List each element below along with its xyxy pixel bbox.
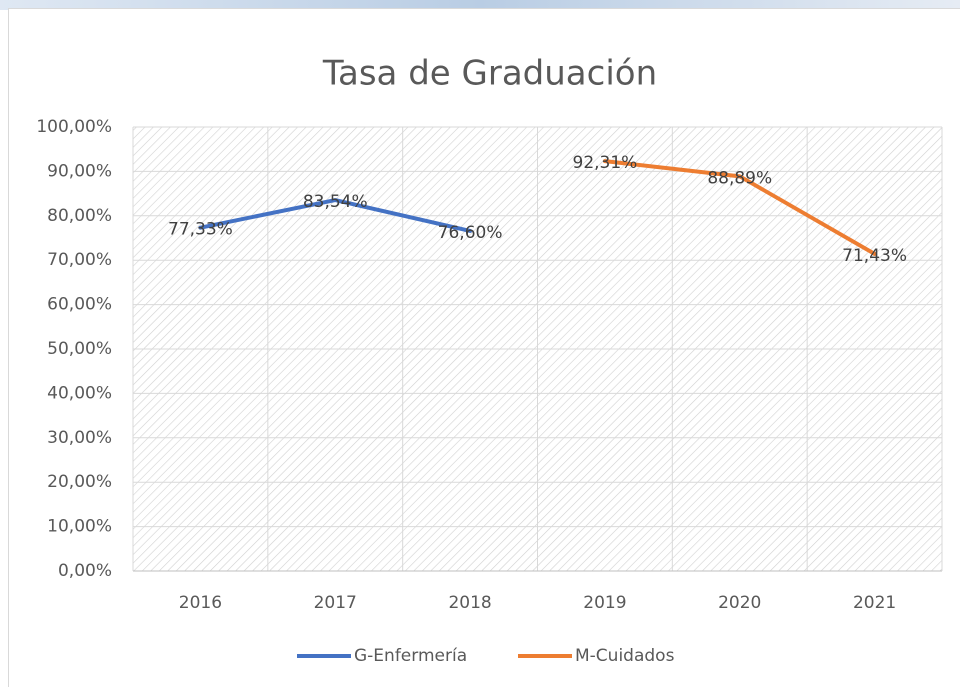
legend-label: M-Cuidados — [575, 646, 675, 666]
y-tick-label: 30,00% — [47, 428, 112, 448]
y-tick-label: 80,00% — [47, 206, 112, 226]
x-tick-label: 2020 — [718, 593, 761, 613]
data-label: 88,89% — [707, 168, 772, 188]
series-line — [198, 198, 473, 233]
y-tick-label: 70,00% — [47, 250, 112, 270]
data-label: 76,60% — [438, 223, 503, 243]
data-label: 92,31% — [573, 153, 638, 173]
y-tick-label: 50,00% — [47, 339, 112, 359]
y-tick-label: 90,00% — [47, 161, 112, 181]
window-strip — [0, 0, 960, 10]
x-tick-label: 2017 — [314, 593, 357, 613]
chart-title: Tasa de Graduación — [322, 54, 657, 94]
data-label: 71,43% — [842, 246, 907, 266]
x-tick-label: 2018 — [448, 593, 491, 613]
x-tick-label: 2016 — [179, 593, 222, 613]
data-label: 83,54% — [303, 192, 368, 212]
y-tick-label: 0,00% — [58, 561, 112, 581]
y-tick-label: 100,00% — [36, 117, 112, 137]
y-tick-label: 40,00% — [47, 383, 112, 403]
y-tick-label: 10,00% — [47, 517, 112, 537]
y-tick-label: 20,00% — [47, 472, 112, 492]
x-tick-label: 2021 — [853, 593, 896, 613]
y-tick-label: 60,00% — [47, 295, 112, 315]
legend-label: G-Enfermería — [354, 646, 467, 666]
x-tick-label: 2019 — [583, 593, 626, 613]
data-label: 77,33% — [168, 220, 233, 240]
series-line — [602, 159, 877, 256]
